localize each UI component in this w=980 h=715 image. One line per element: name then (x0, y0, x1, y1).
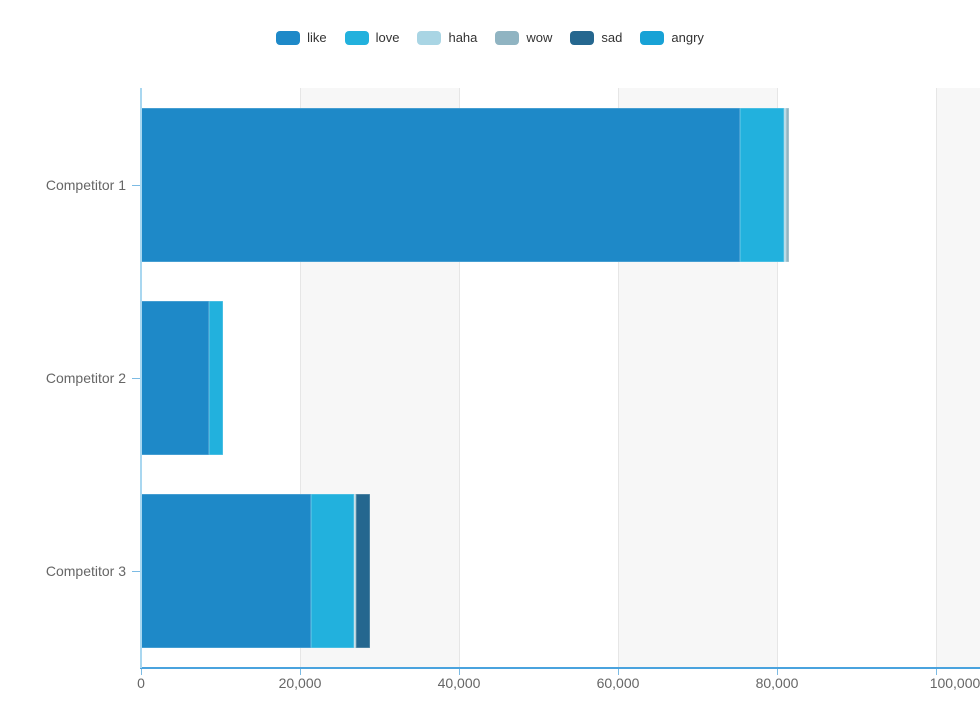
legend-label-like: like (307, 30, 327, 45)
bar-segment-like[interactable] (141, 107, 740, 262)
x-tick-label: 60,000 (596, 675, 640, 691)
x-axis-line (140, 667, 980, 669)
x-axis-tick (140, 669, 142, 675)
bar-segment-haha[interactable] (354, 494, 355, 649)
x-tick-label: 0 (137, 675, 145, 691)
legend-item-like[interactable]: like (276, 31, 327, 45)
legend: like love haha wow sad angry (0, 29, 980, 47)
x-axis-tick (617, 669, 619, 675)
legend-label-love: love (375, 30, 400, 45)
x-tick-label: 40,000 (437, 675, 481, 691)
gridline (776, 88, 778, 668)
gridline (299, 88, 301, 668)
y-axis-line (139, 88, 142, 668)
legend-swatch-wow (495, 31, 520, 45)
x-axis-tick (776, 669, 778, 675)
gridline (617, 88, 619, 668)
bar-segment-haha[interactable] (784, 107, 786, 262)
legend-item-haha[interactable]: haha (417, 31, 477, 45)
y-axis-tick (132, 378, 141, 379)
legend-item-wow[interactable]: wow (495, 31, 552, 45)
legend-label-wow: wow (526, 30, 553, 45)
legend-label-sad: sad (601, 30, 623, 45)
legend-item-sad[interactable]: sad (570, 31, 622, 45)
x-tick-label: 20,000 (278, 675, 322, 691)
legend-swatch-love (344, 31, 369, 45)
legend-swatch-haha (417, 31, 442, 45)
legend-swatch-sad (570, 31, 595, 45)
category-label: Competitor 2 (45, 370, 126, 386)
legend-label-haha: haha (448, 30, 478, 45)
legend-item-love[interactable]: love (344, 30, 400, 45)
category-label: Competitor 1 (45, 176, 126, 193)
legend-swatch-angry (640, 31, 665, 45)
legend-label-angry: angry (671, 30, 704, 45)
y-axis-tick (132, 571, 141, 573)
bar-segment-wow[interactable] (354, 494, 357, 649)
x-axis-tick (935, 669, 937, 675)
legend-swatch-like (276, 31, 301, 45)
bar-segment-wow[interactable] (785, 107, 789, 262)
bar-segment-like[interactable] (141, 301, 210, 455)
bar-segment-like[interactable] (141, 494, 312, 649)
bar-segment-love[interactable] (739, 107, 785, 262)
bar-segment-love[interactable] (311, 494, 355, 649)
x-tick-label: 80,000 (755, 675, 799, 691)
grid-band (936, 88, 980, 668)
y-axis-tick (132, 184, 141, 186)
gridline (458, 88, 460, 668)
x-axis-tick (299, 669, 301, 675)
x-axis-tick (458, 669, 460, 675)
gridline (935, 88, 937, 668)
category-label: Competitor 3 (45, 563, 126, 580)
bar-segment-love[interactable] (209, 301, 223, 455)
x-tick-label: 100,000 (929, 675, 980, 691)
bar-segment-sad[interactable] (356, 494, 370, 649)
legend-item-angry[interactable]: angry (640, 31, 704, 45)
